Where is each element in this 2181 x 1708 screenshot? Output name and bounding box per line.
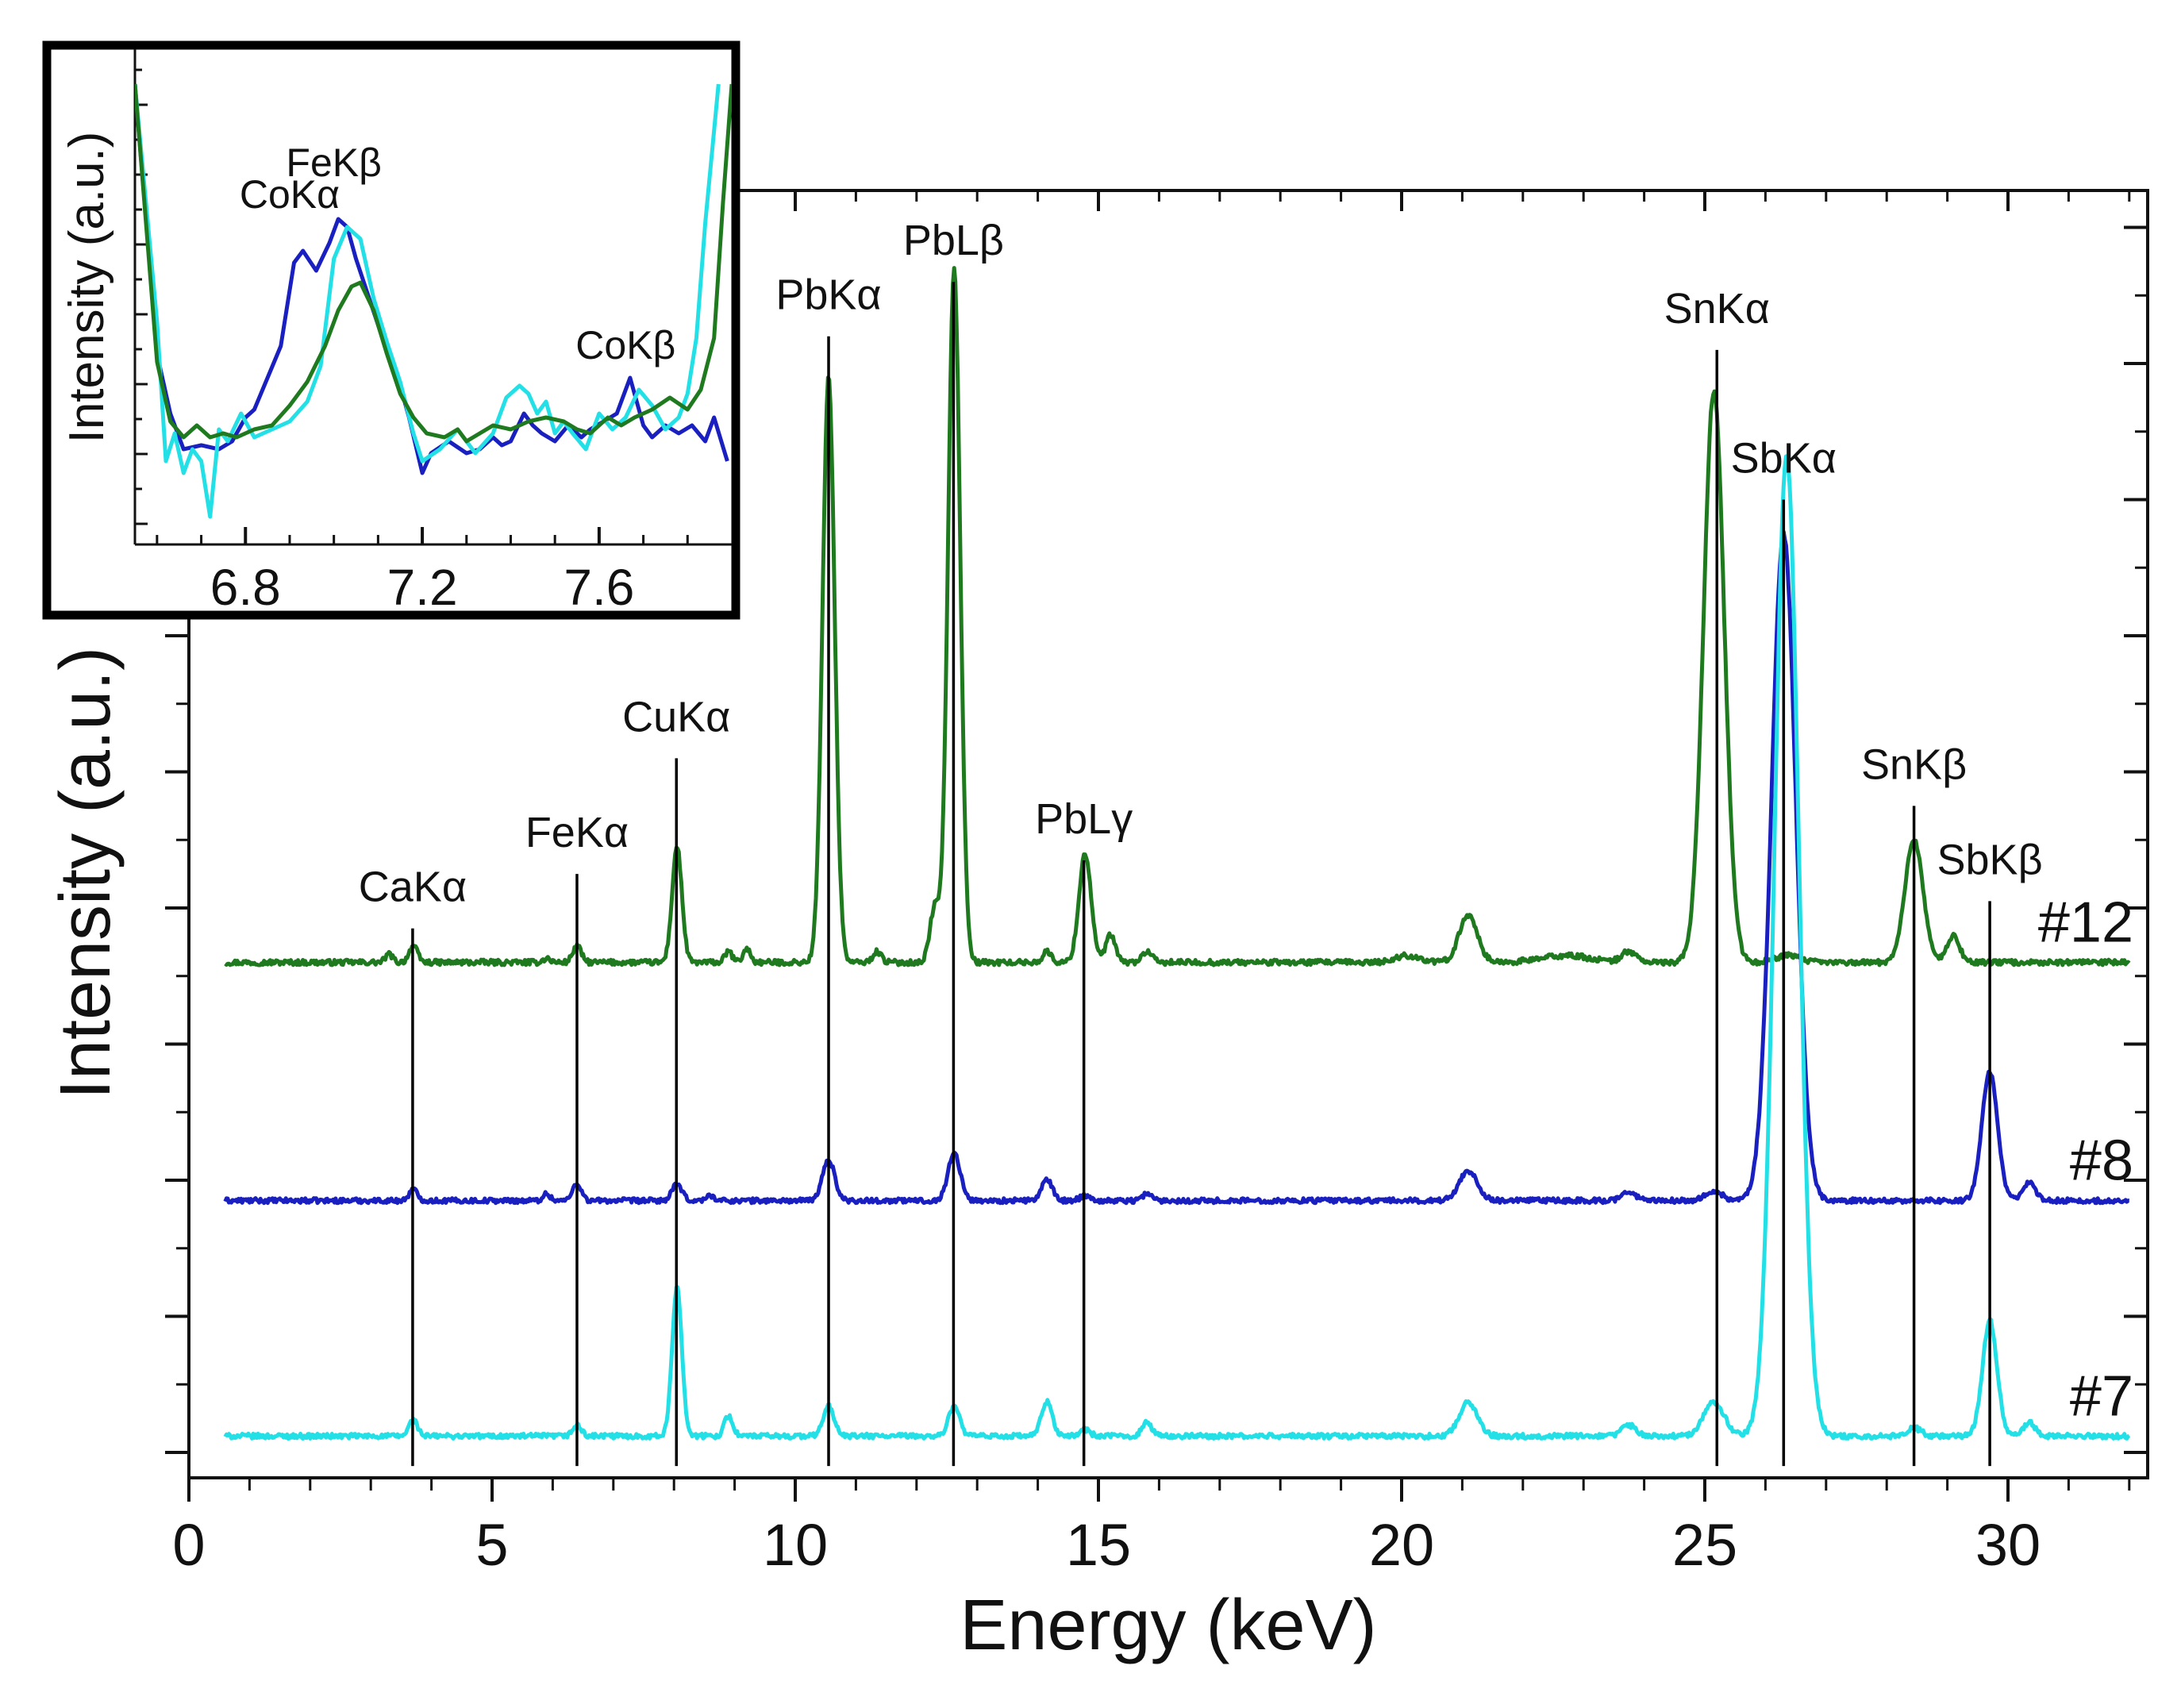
peak-marker-label: CaKα — [359, 864, 467, 911]
series-line-n8 — [223, 529, 2130, 1206]
series-line-n12 — [224, 266, 2131, 967]
x-tick-label: 0 — [172, 1512, 205, 1578]
series-label: #7 — [2070, 1364, 2133, 1428]
series-label: #12 — [2038, 891, 2133, 955]
y-axis-title: Intensity (a.u.) — [46, 647, 125, 1099]
inset-x-tick-label: 7.6 — [564, 559, 634, 616]
inset-background — [44, 43, 738, 617]
peak-marker-label: PbLβ — [903, 217, 1004, 264]
series-label: #8 — [2070, 1129, 2133, 1193]
inset-series-group — [135, 83, 732, 519]
inset-peak-label: FeKβ — [286, 140, 381, 185]
x-tick-label: 25 — [1672, 1512, 1737, 1578]
inset-peak-label: CoKβ — [575, 323, 675, 367]
inset-y-axis-title: Intensity (a.u.) — [60, 132, 114, 444]
x-tick-label: 20 — [1369, 1512, 1434, 1578]
peak-marker-label: SnKα — [1664, 285, 1770, 333]
inset-ticks: 6.8 7.2 7.6 — [133, 49, 732, 616]
peak-markers: CaKα FeKα CuKα PbKα PbLβ PbLγ SnKα SbKα SnKβ SbKβ — [359, 217, 2043, 1467]
x-tick-label: 15 — [1066, 1512, 1131, 1578]
inset-series-line-n7 — [135, 83, 721, 519]
x-tick-label: 10 — [763, 1512, 828, 1578]
main-chart: 0 5 10 15 20 25 30 #12 #8 #7 CaKα FeKα CuKα PbKα PbL… — [46, 189, 2149, 1665]
inset-x-tick-label: 7.2 — [387, 559, 458, 616]
series-line-n7 — [223, 454, 2131, 1441]
peak-marker-label: SbKα — [1731, 435, 1837, 483]
peak-marker-label: FeKα — [525, 809, 629, 856]
x-axis-title: Energy (keV) — [960, 1586, 1376, 1665]
x-tick-label: 5 — [475, 1512, 508, 1578]
inset-series-line-n12 — [135, 83, 732, 444]
inset-peak-label: CoKα — [240, 172, 340, 217]
main-ticks: 0 5 10 15 20 25 30 — [165, 190, 2148, 1578]
main-series-group: #12 #8 #7 — [223, 266, 2133, 1441]
peak-marker-label: PbKα — [775, 271, 881, 319]
x-tick-label: 30 — [1975, 1512, 2041, 1578]
main-plot-frame — [187, 189, 2149, 1479]
peak-marker-label: CuKα — [622, 693, 730, 741]
inset-x-tick-label: 6.8 — [210, 559, 281, 616]
peak-marker-label: PbLγ — [1035, 795, 1133, 843]
inset-frame — [42, 40, 740, 620]
peak-marker-label: SnKβ — [1861, 741, 1967, 788]
peak-marker-label: SbKβ — [1937, 836, 2043, 883]
